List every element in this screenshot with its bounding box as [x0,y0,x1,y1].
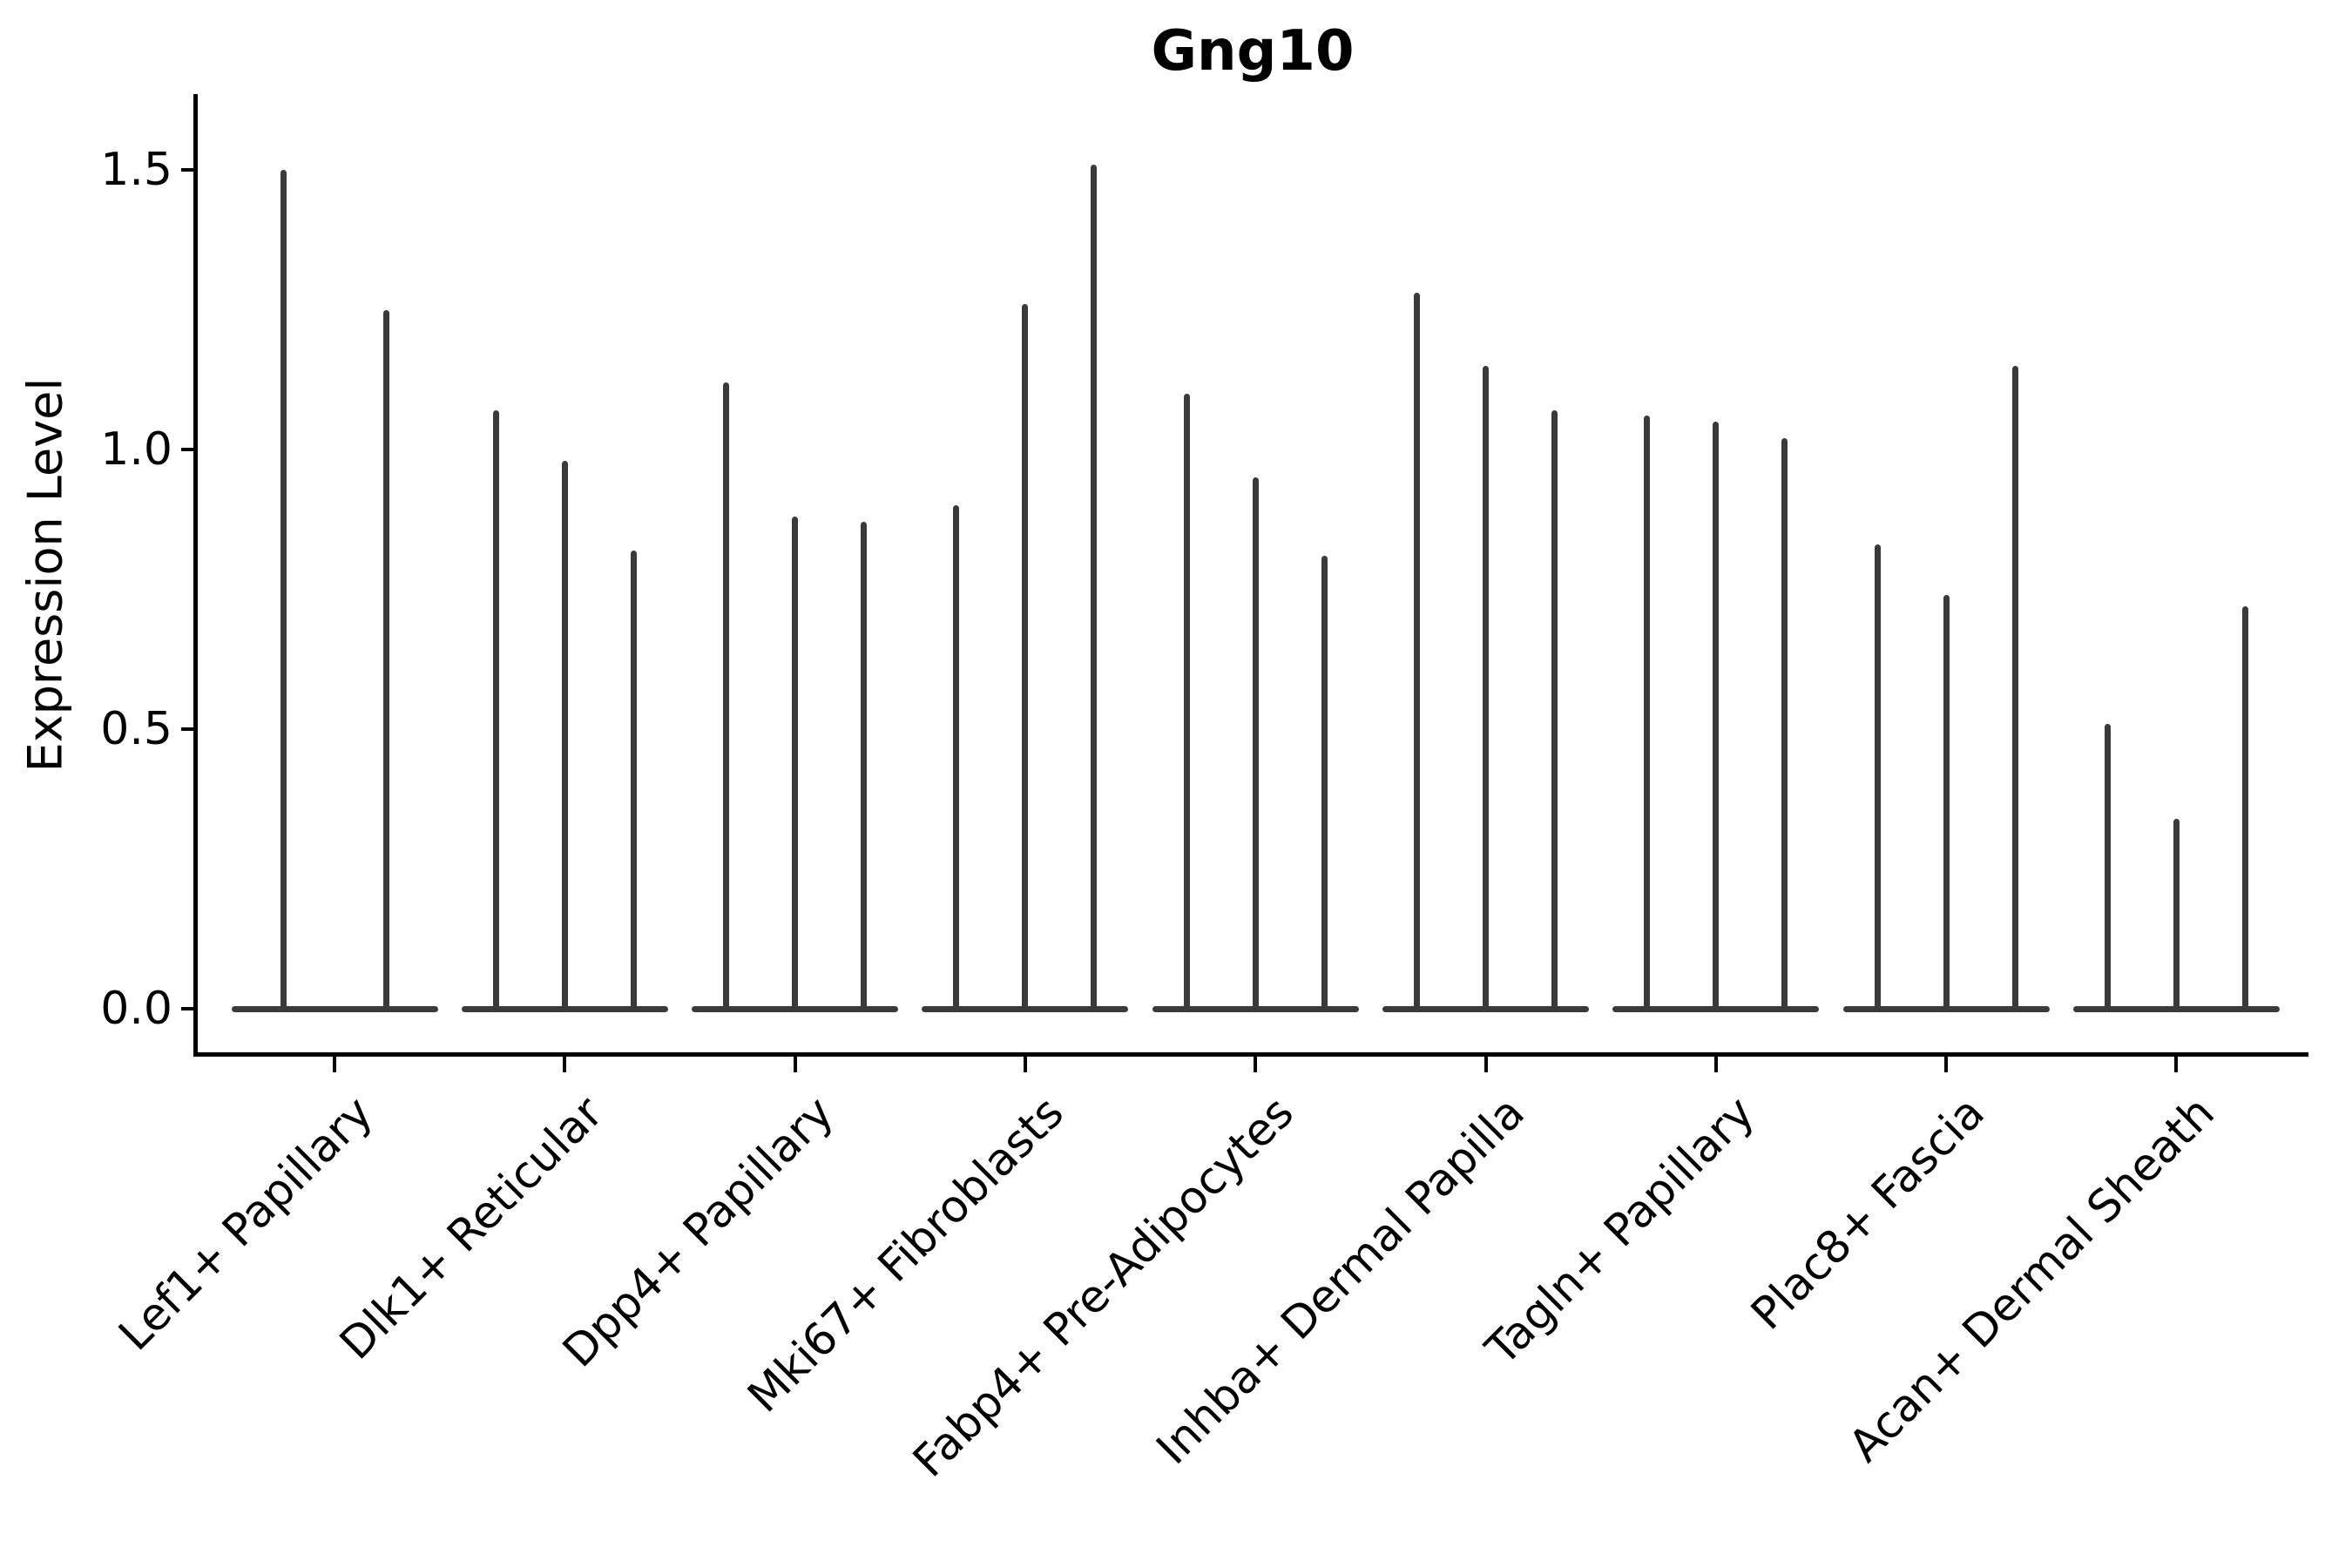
x-tick [563,1057,567,1072]
x-tick [1023,1057,1027,1072]
violin-spike [953,505,960,1011]
violin-spike [1183,393,1190,1011]
violin-spike [1781,438,1788,1011]
y-tick [181,448,197,451]
y-tick-label: 1.5 [100,144,172,196]
violin-spike [1874,544,1881,1011]
violin-spike [630,550,637,1011]
violin-spike [1551,410,1558,1011]
x-tick [1254,1057,1258,1072]
violin-spike [280,170,287,1011]
y-tick-label: 0.0 [100,983,172,1035]
violin-spike [1644,416,1651,1011]
violin-spike [2011,365,2018,1011]
left-spine [193,94,198,1056]
x-tick-label: Lef1+ Papillary [109,1087,383,1362]
x-tick-label: Inhba+ Dermal Papilla [1146,1087,1535,1475]
violin-spike [2173,818,2180,1011]
violin-spike [1713,421,1720,1011]
violin-spike [2104,723,2111,1011]
x-tick [1713,1057,1718,1072]
violin-spike [2241,605,2248,1011]
violin-spike [382,309,389,1011]
x-tick [2174,1057,2179,1072]
violin-spike [792,517,799,1011]
x-tick [333,1057,336,1072]
violin-spike [1321,555,1328,1011]
violin-spike [561,460,568,1011]
y-tick [181,168,197,172]
violin-spike [1091,164,1098,1011]
violin-spike [1022,304,1029,1011]
x-tick [1944,1057,1949,1072]
bottom-spine [193,1052,2308,1057]
y-tick [181,727,197,731]
violin-spike [1414,293,1420,1011]
x-tick [1484,1057,1488,1072]
x-tick-label: Plac8+ Fascia [1741,1087,1995,1341]
x-tick [793,1057,797,1072]
violin-spike [861,522,868,1011]
x-tick-label: Acan+ Dermal Sheath [1840,1087,2226,1473]
y-tick-label: 0.5 [100,703,172,755]
chart-title: Gng10 [1151,19,1355,84]
x-tick-label: Fabp4+ Pre-Adipocytes [903,1087,1304,1488]
y-tick-label: 1.0 [100,423,172,476]
violin-body [231,1005,438,1012]
violin-spike [492,410,499,1011]
violin-spike [1252,477,1259,1011]
violin-spike [1943,594,1950,1011]
violin-spike [723,382,730,1011]
violin-spike [1483,365,1489,1011]
y-tick [181,1007,197,1010]
